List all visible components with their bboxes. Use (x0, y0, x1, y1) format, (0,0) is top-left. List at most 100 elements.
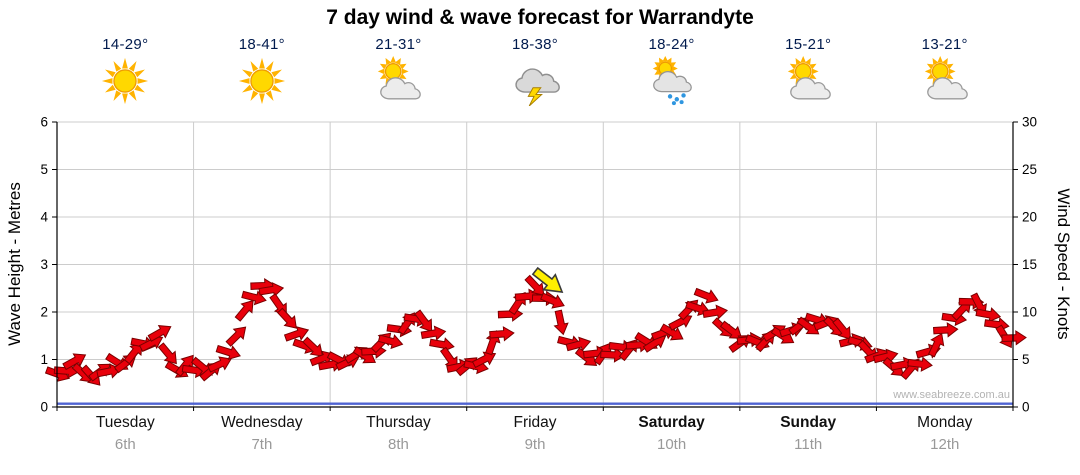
right-tick-label: 5 (1022, 352, 1030, 367)
wind-arrow (565, 336, 592, 352)
day-name-label: Saturday (638, 414, 705, 431)
left-tick-label: 1 (40, 352, 48, 367)
forecast-column: 18-24° (603, 36, 740, 122)
wind-arrow (302, 336, 324, 357)
wind-arrow (471, 351, 497, 369)
day-name-label: Friday (513, 414, 557, 431)
wind-arrow (927, 332, 945, 358)
wind-arrow (276, 307, 297, 329)
wind-arrow (975, 307, 1002, 323)
wind-arrow (524, 274, 545, 296)
temp-range-label: 18-38° (511, 36, 559, 53)
day-column: Tuesday 6th (57, 414, 194, 453)
left-tick-label: 4 (40, 210, 48, 225)
wind-arrow (207, 356, 232, 373)
wind-arrow (62, 353, 87, 371)
weather-icon-partly-cloudy (373, 56, 423, 106)
forecast-column: 14-29° (57, 36, 194, 122)
wind-arrow (719, 320, 743, 339)
wind-arrow (872, 348, 899, 364)
left-tick-label: 0 (40, 400, 48, 415)
day-date-label: 10th (657, 436, 687, 453)
day-column: Thursday 8th (330, 414, 467, 453)
wind-arrow (420, 325, 447, 341)
day-date-label: 11th (794, 436, 823, 453)
wind-arrow (907, 356, 933, 372)
forecast-column: 18-38° (467, 36, 604, 122)
left-tick-label: 2 (40, 305, 48, 320)
day-name-label: Thursday (366, 414, 431, 431)
wind-arrow (283, 326, 310, 342)
right-tick-label: 10 (1022, 305, 1037, 320)
temp-range-label: 18-41° (238, 36, 285, 53)
temp-range-label: 15-21° (785, 36, 832, 53)
wind-arrow (702, 304, 729, 320)
day-column: Wednesday 7th (194, 414, 331, 453)
right-axis-title: Wind Speed - Knots (1054, 188, 1073, 340)
temp-range-label: 14-29° (102, 36, 149, 53)
page-title: 7 day wind & wave forecast for Warrandyt… (326, 6, 754, 29)
wind-arrow (489, 326, 515, 342)
weather-icon-partly-cloudy (783, 56, 833, 106)
wind-arrow (1001, 330, 1027, 346)
wind-arrow (600, 347, 626, 363)
temp-range-label: 18-24° (648, 36, 695, 53)
wind-arrow (157, 342, 177, 365)
weather-icon-storm (510, 56, 560, 106)
day-column: Monday 12th (876, 414, 1013, 453)
temp-range-label: 21-31° (375, 36, 422, 53)
wind-arrow (429, 337, 455, 353)
wind-arrow (377, 334, 404, 350)
day-column: Sunday 11th (740, 414, 877, 453)
day-name-label: Wednesday (221, 414, 303, 431)
day-labels-row: Tuesday 6th Wednesday 7th Thursday 8th Friday 9… (57, 414, 1013, 453)
weather-icon-partly-cloudy (920, 56, 970, 106)
watermark: www.seabreeze.com.au (893, 389, 1010, 401)
yellow-arrow-annotation (531, 266, 564, 294)
wind-arrow (693, 287, 719, 304)
forecast-column: 21-31° (330, 36, 467, 122)
day-name-label: Tuesday (95, 414, 155, 431)
wind-arrow (659, 323, 684, 341)
day-date-label: 12th (930, 436, 960, 453)
wind-arrow (258, 281, 285, 298)
wind-arrow (832, 317, 852, 340)
wind-arrow (215, 344, 241, 361)
wind-arrow (553, 309, 569, 336)
forecast-column: 13-21° (876, 36, 1013, 122)
day-name-label: Sunday (780, 414, 837, 431)
day-column: Friday 9th (467, 414, 604, 453)
wind-arrow (234, 299, 254, 322)
wind-arrow (796, 316, 820, 335)
wind-arrow (540, 292, 565, 309)
day-date-label: 7th (251, 436, 273, 453)
weather-icon-sunny (100, 56, 150, 106)
wind-arrow (932, 322, 959, 338)
right-tick-label: 15 (1022, 257, 1037, 272)
forecast-column: 15-21° (740, 36, 877, 122)
right-tick-label: 0 (1022, 400, 1030, 415)
forecast-column: 18-41° (194, 36, 331, 122)
left-tick-label: 3 (40, 257, 48, 272)
wind-arrow-series (44, 274, 1027, 386)
day-date-label: 9th (524, 436, 546, 453)
day-column: Saturday 10th (603, 414, 740, 453)
wind-arrow (147, 325, 172, 342)
left-tick-label: 6 (40, 115, 48, 130)
day-date-label: 6th (114, 436, 136, 453)
day-date-label: 8th (388, 436, 409, 453)
wind-arrow (414, 309, 433, 333)
temp-range-label: 13-21° (921, 36, 968, 53)
right-tick-label: 20 (1022, 210, 1037, 225)
weather-icon-showers (647, 56, 697, 106)
left-tick-label: 5 (40, 162, 48, 177)
weather-icon-sunny (237, 56, 287, 106)
daily-forecast-row: 14-29° 18-41° 21-31° 18-38° 18-24° 15-21° 13-2… (57, 36, 1013, 122)
right-tick-label: 25 (1022, 162, 1037, 177)
wind-arrow (225, 326, 247, 347)
right-tick-label: 30 (1022, 115, 1037, 130)
left-axis-title: Wave Height - Metres (5, 182, 24, 346)
day-name-label: Monday (917, 414, 973, 431)
